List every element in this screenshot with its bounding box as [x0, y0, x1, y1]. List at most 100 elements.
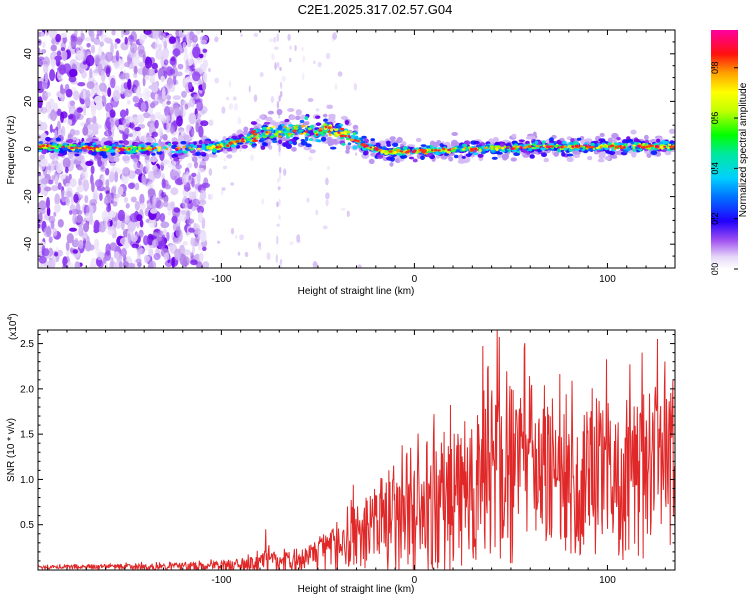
noise-blob: [146, 181, 154, 191]
noise-blob: [152, 239, 159, 248]
band-blob: [386, 143, 392, 147]
noise-blob: [276, 33, 279, 42]
noise-blob: [273, 46, 279, 50]
band-blob: [457, 159, 465, 164]
noise-blob: [41, 121, 48, 132]
noise-blob: [109, 170, 115, 183]
spectrogram-x-tick-label: 0: [412, 274, 418, 285]
noise-blob: [53, 211, 57, 217]
noise-blob: [179, 253, 187, 266]
band-blob: [480, 151, 486, 155]
noise-blob: [131, 123, 136, 131]
noise-blob: [280, 90, 283, 98]
band-blob: [327, 104, 334, 110]
snr-y-tick-label: 2.5: [20, 339, 34, 350]
snr-axes: -100 0 100 0.5 1.0 1.5 2.0 2.5: [20, 330, 675, 586]
snr-y-tick-label: 1.5: [20, 430, 34, 441]
band-blob: [210, 153, 218, 158]
noise-blob: [92, 115, 97, 125]
band-blob: [38, 141, 44, 144]
band-blob: [553, 151, 559, 157]
noise-blob: [70, 193, 75, 205]
noise-blob: [271, 53, 275, 61]
noise-blob: [136, 214, 143, 222]
noise-blob: [277, 61, 280, 69]
band-blob: [99, 147, 103, 149]
snr-x-tick-label: 100: [599, 575, 616, 586]
noise-blob: [75, 203, 81, 215]
noise-blob: [279, 166, 282, 174]
band-blob: [368, 158, 375, 165]
noise-blob: [340, 207, 346, 211]
noise-blob: [74, 129, 80, 136]
band-blob: [457, 145, 463, 149]
noise-blob: [82, 222, 90, 233]
band-blob: [554, 145, 559, 148]
noise-blob: [60, 111, 64, 124]
noise-blob: [114, 41, 118, 50]
band-blob: [431, 149, 434, 152]
noise-blob: [156, 95, 164, 104]
noise-blob: [81, 70, 87, 79]
band-blob: [221, 139, 226, 143]
snr-scale-label: (x104): [7, 313, 19, 340]
band-blob: [580, 144, 583, 148]
noise-blob: [244, 251, 249, 258]
band-blob: [324, 130, 328, 134]
noise-blob: [117, 186, 124, 196]
noise-blob: [274, 62, 277, 71]
band-blob: [235, 140, 240, 143]
noise-blob: [46, 196, 50, 210]
band-blob: [473, 140, 480, 145]
band-blob: [636, 144, 641, 148]
noise-blob: [230, 227, 235, 235]
noise-blob: [119, 58, 124, 65]
band-blob: [348, 136, 352, 139]
noise-blob: [248, 85, 251, 93]
noise-blob: [145, 161, 150, 174]
band-blob: [630, 129, 637, 135]
noise-blob: [202, 81, 207, 91]
band-blob: [656, 138, 661, 143]
noise-blob: [72, 249, 79, 254]
noise-blob: [166, 114, 171, 123]
band-blob: [557, 146, 560, 149]
spectrogram-y-tick-label: 0: [23, 146, 34, 152]
noise-blob: [60, 190, 67, 203]
noise-blob: [190, 259, 198, 266]
band-blob: [490, 147, 494, 150]
band-blob: [495, 148, 499, 152]
band-blob: [375, 147, 379, 151]
noise-blob: [91, 105, 96, 118]
spectrogram-y-tick-label: 40: [23, 48, 34, 60]
band-blob: [72, 144, 77, 147]
band-blob: [545, 145, 551, 149]
noise-blob: [134, 200, 140, 211]
colorbar-label: Normalized spectral amplitude: [738, 82, 749, 217]
snr-y-label: SNR (10 * v/v): [6, 418, 17, 482]
band-blob: [533, 146, 538, 150]
noise-blob: [97, 156, 103, 168]
band-blob: [173, 156, 179, 162]
noise-blob: [276, 235, 279, 245]
band-blob: [111, 144, 117, 147]
band-blob: [293, 127, 299, 130]
noise-blob: [199, 35, 209, 42]
noise-blob: [296, 234, 301, 242]
noise-blob: [325, 192, 330, 200]
noise-blob: [196, 100, 204, 111]
noise-blob: [127, 78, 132, 91]
noise-blob: [78, 194, 84, 200]
band-blob: [180, 140, 187, 145]
band-blob: [292, 129, 297, 133]
band-blob: [501, 146, 505, 150]
band-blob: [503, 145, 507, 149]
noise-blob: [45, 30, 50, 36]
band-blob: [295, 109, 302, 116]
band-blob: [370, 139, 376, 146]
noise-blob: [127, 100, 131, 105]
band-blob: [337, 131, 340, 134]
noise-blob: [44, 186, 52, 192]
band-blob: [572, 140, 578, 145]
band-blob: [157, 149, 161, 152]
